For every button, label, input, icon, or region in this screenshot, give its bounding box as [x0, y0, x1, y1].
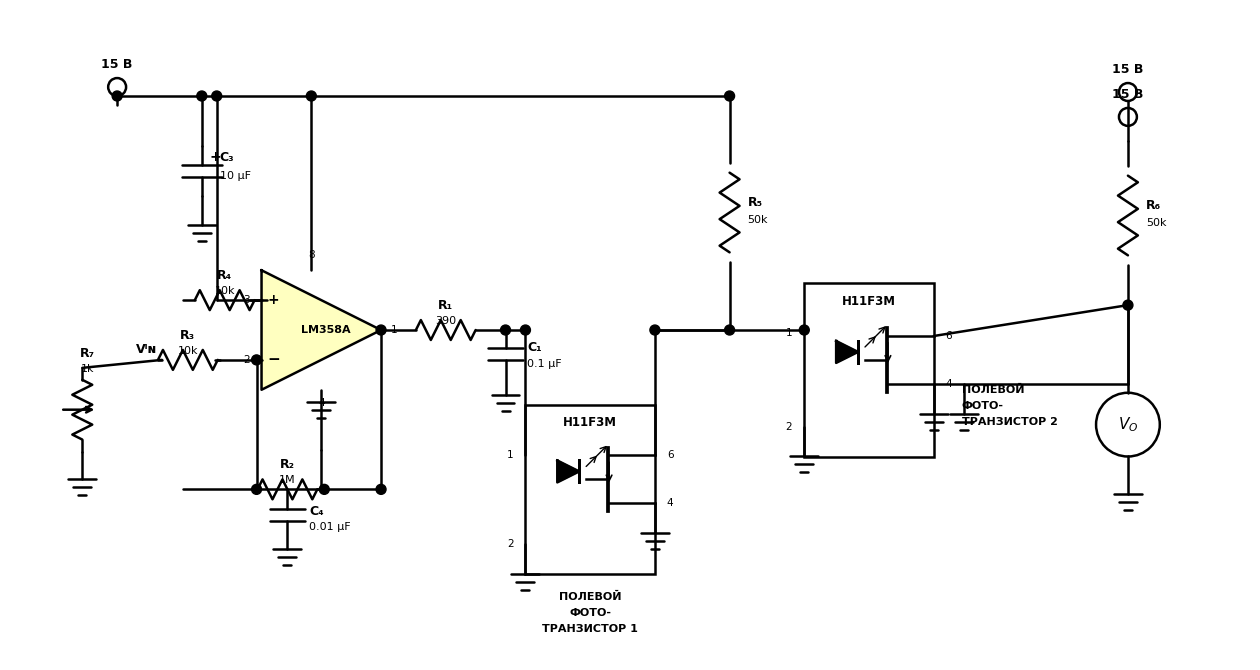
Text: 50k: 50k: [747, 216, 769, 226]
Text: C₄: C₄: [310, 505, 324, 518]
Circle shape: [252, 355, 262, 365]
Text: 1: 1: [786, 328, 793, 338]
Text: −: −: [267, 352, 280, 367]
Text: 50k: 50k: [1145, 218, 1167, 228]
Polygon shape: [837, 341, 858, 363]
Text: C₁: C₁: [528, 342, 542, 354]
Text: 15 В: 15 В: [1113, 63, 1144, 76]
Circle shape: [724, 91, 735, 101]
Text: +: +: [267, 293, 280, 307]
Text: 15 В: 15 В: [102, 58, 132, 71]
Text: ФОТО-: ФОТО-: [961, 401, 1004, 411]
Text: 2: 2: [243, 355, 249, 365]
Text: 10k: 10k: [214, 286, 234, 296]
Text: 10k: 10k: [178, 346, 198, 356]
Circle shape: [650, 325, 660, 335]
Text: H11F3M: H11F3M: [842, 295, 896, 308]
Text: 2: 2: [786, 421, 793, 431]
Circle shape: [500, 325, 510, 335]
Bar: [525, 405, 655, 574]
Text: 1: 1: [391, 325, 398, 335]
Circle shape: [799, 325, 809, 335]
Text: R₁: R₁: [438, 299, 454, 312]
Text: ПОЛЕВОЙ: ПОЛЕВОЙ: [961, 385, 1024, 395]
Text: R₆: R₆: [1145, 199, 1160, 212]
Circle shape: [212, 91, 222, 101]
Bar: [804, 283, 934, 458]
Circle shape: [112, 91, 122, 101]
Text: ПОЛЕВОЙ: ПОЛЕВОЙ: [559, 592, 621, 602]
Text: C₃: C₃: [219, 151, 234, 164]
Text: R₇: R₇: [79, 347, 94, 360]
Circle shape: [724, 325, 735, 335]
Circle shape: [319, 484, 329, 494]
Text: 15 В: 15 В: [1113, 88, 1144, 101]
Text: ТРАНЗИСТОР 2: ТРАНЗИСТОР 2: [961, 417, 1057, 427]
Circle shape: [252, 484, 262, 494]
Text: 6: 6: [946, 331, 953, 341]
Text: 4: 4: [946, 379, 953, 389]
Circle shape: [375, 325, 386, 335]
Text: ФОТО-: ФОТО-: [570, 608, 611, 618]
Text: 10 μF: 10 μF: [219, 171, 251, 181]
Text: +: +: [209, 149, 222, 163]
Circle shape: [1123, 300, 1133, 310]
Circle shape: [306, 91, 316, 101]
Circle shape: [197, 91, 207, 101]
Text: 0.01 μF: 0.01 μF: [310, 522, 352, 532]
Text: 4: 4: [318, 398, 325, 408]
Circle shape: [520, 325, 530, 335]
Circle shape: [375, 484, 386, 494]
Text: R₅: R₅: [747, 196, 762, 209]
Text: 2: 2: [507, 539, 514, 549]
Text: ТРАНЗИСТОР 1: ТРАНЗИСТОР 1: [542, 624, 638, 634]
Text: H11F3M: H11F3M: [563, 416, 617, 429]
Text: 1: 1: [507, 450, 514, 460]
Text: R₄: R₄: [217, 269, 232, 282]
Text: R₂: R₂: [280, 458, 295, 472]
Polygon shape: [262, 270, 381, 390]
Text: $V_O$: $V_O$: [1118, 415, 1138, 434]
Text: 8: 8: [307, 251, 315, 261]
Text: 0.1 μF: 0.1 μF: [528, 359, 562, 369]
Text: R₃: R₃: [180, 329, 195, 342]
Text: 390: 390: [435, 316, 456, 326]
Text: LM358A: LM358A: [301, 325, 352, 335]
Text: Vᴵɴ: Vᴵɴ: [136, 344, 158, 356]
Text: 1M: 1M: [280, 476, 296, 485]
Polygon shape: [557, 460, 580, 482]
Text: 6: 6: [667, 450, 674, 460]
Text: 1k: 1k: [81, 364, 94, 374]
Text: 3: 3: [243, 295, 249, 305]
Text: 4: 4: [667, 498, 674, 509]
